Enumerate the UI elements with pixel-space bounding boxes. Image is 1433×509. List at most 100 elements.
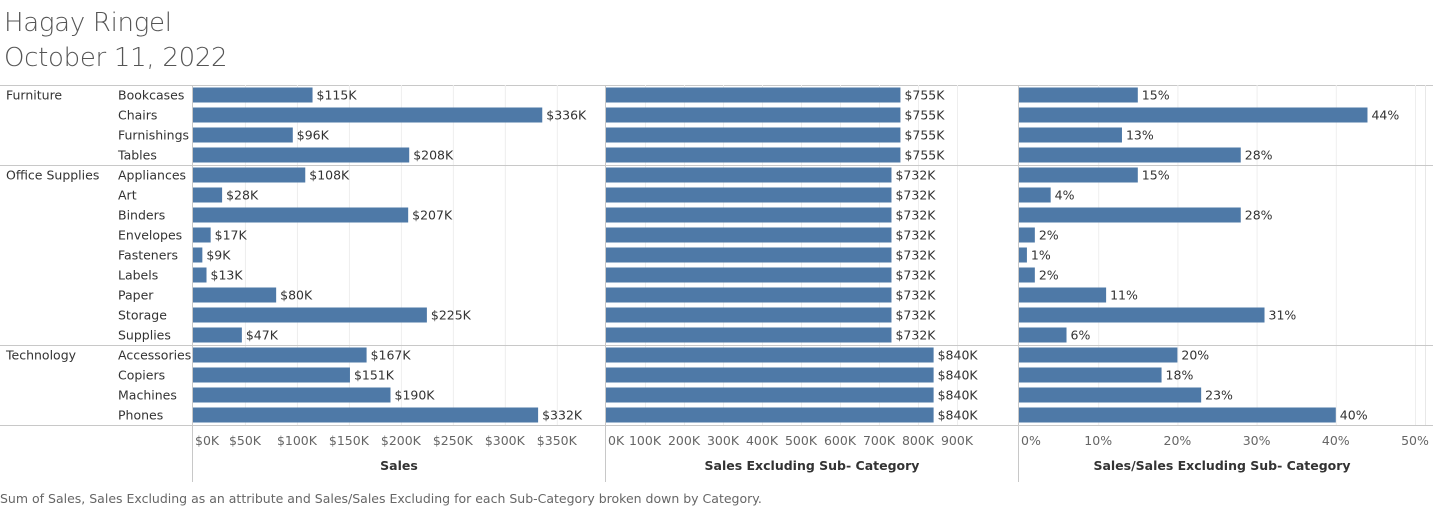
date-subtitle: October 11, 2022	[4, 43, 228, 73]
bar	[1019, 287, 1107, 303]
bar	[193, 107, 543, 123]
bar-value-label: $755K	[904, 88, 945, 103]
x-tick-label: 0K	[608, 433, 625, 448]
bar	[193, 267, 207, 283]
bar	[193, 367, 350, 383]
bar-value-label: 44%	[1371, 108, 1399, 123]
sub-category-label-phones: Phones	[118, 408, 163, 423]
bar	[606, 267, 892, 283]
bar-value-label: $190K	[395, 388, 436, 403]
x-tick-label: 700K	[863, 433, 896, 448]
bar-value-label: 28%	[1245, 148, 1273, 163]
sub-category-label-paper: Paper	[118, 288, 154, 303]
bar-value-label: $732K	[895, 228, 936, 243]
category-label-office-supplies: Office Supplies	[6, 168, 99, 183]
bar-value-label: $13K	[211, 268, 244, 283]
x-tick-label: $150K	[329, 433, 370, 448]
bar-value-label: $80K	[280, 288, 313, 303]
bar-value-label: $96K	[297, 128, 330, 143]
x-axis-title: Sales Excluding Sub- Category	[705, 458, 920, 473]
bar-value-label: 15%	[1142, 88, 1170, 103]
bar-value-label: $732K	[895, 288, 936, 303]
x-tick-label: $250K	[433, 433, 474, 448]
bar-value-label: $336K	[546, 108, 587, 123]
bar	[606, 247, 892, 263]
sub-category-label-chairs: Chairs	[118, 108, 157, 123]
bar	[1019, 167, 1138, 183]
bar-value-label: 2%	[1039, 228, 1059, 243]
x-tick-label: 800K	[902, 433, 935, 448]
bar	[1019, 127, 1122, 143]
bar	[1019, 147, 1241, 163]
bar-value-label: 4%	[1055, 188, 1075, 203]
x-tick-label: 0%	[1021, 433, 1041, 448]
bar	[193, 407, 539, 423]
bar	[1019, 327, 1067, 343]
sub-category-label-storage: Storage	[118, 308, 167, 323]
bar-value-label: 20%	[1181, 348, 1209, 363]
x-axis-title: Sales	[380, 458, 418, 473]
bar	[1019, 207, 1241, 223]
sub-category-label-tables: Tables	[117, 148, 157, 163]
bar	[606, 147, 901, 163]
bar-value-label: $755K	[904, 148, 945, 163]
sub-category-label-appliances: Appliances	[118, 168, 186, 183]
bar	[193, 127, 293, 143]
bar	[606, 107, 901, 123]
bar-value-label: $225K	[431, 308, 472, 323]
bar	[606, 187, 892, 203]
x-tick-label: 500K	[785, 433, 818, 448]
bar	[1019, 227, 1035, 243]
bar-value-label: $208K	[413, 148, 454, 163]
bar	[1019, 387, 1202, 403]
bar-value-label: $17K	[215, 228, 248, 243]
category-label-technology: Technology	[5, 348, 77, 363]
bar-value-label: $732K	[895, 268, 936, 283]
bar-value-label: $732K	[895, 328, 936, 343]
author-title: Hagay Ringel	[4, 8, 172, 38]
bar-value-label: 31%	[1269, 308, 1297, 323]
x-tick-label: 40%	[1322, 433, 1350, 448]
bar-value-label: $840K	[938, 388, 979, 403]
sub-category-label-accessories: Accessories	[118, 348, 191, 363]
bar	[193, 87, 313, 103]
sub-category-label-bookcases: Bookcases	[118, 88, 184, 103]
sub-category-label-copiers: Copiers	[118, 368, 165, 383]
category-label-furniture: Furniture	[6, 88, 62, 103]
bar	[193, 247, 203, 263]
bar	[1019, 347, 1178, 363]
x-tick-label: 10%	[1084, 433, 1112, 448]
bar	[606, 207, 892, 223]
bar-value-label: $9K	[206, 248, 231, 263]
bar	[606, 307, 892, 323]
sub-category-label-fasteners: Fasteners	[118, 248, 178, 263]
bar-value-label: $115K	[317, 88, 358, 103]
bar-value-label: 13%	[1126, 128, 1154, 143]
bar-value-label: 18%	[1166, 368, 1194, 383]
x-tick-label: 300K	[707, 433, 740, 448]
bar	[193, 147, 410, 163]
bar	[193, 287, 277, 303]
bar-value-label: 23%	[1205, 388, 1233, 403]
bar-value-label: $755K	[904, 128, 945, 143]
bar	[606, 327, 892, 343]
bar	[1019, 187, 1051, 203]
sub-category-label-binders: Binders	[118, 208, 165, 223]
bar-value-label: $732K	[895, 208, 936, 223]
bar-value-label: 40%	[1340, 408, 1368, 423]
bar-value-label: $840K	[938, 348, 979, 363]
bar	[606, 127, 901, 143]
bar	[1019, 307, 1265, 323]
x-tick-label: $200K	[381, 433, 422, 448]
bar-value-label: $732K	[895, 168, 936, 183]
x-axis-title: Sales/Sales Excluding Sub- Category	[1093, 458, 1350, 473]
bar-chart: Furniture Bookcases Chairs Furnishings Table…	[0, 85, 1433, 482]
bar-value-label: $840K	[938, 408, 979, 423]
bar	[606, 367, 934, 383]
bar	[193, 387, 391, 403]
bar-value-label: $732K	[895, 308, 936, 323]
bar-value-label: $167K	[371, 348, 412, 363]
bar	[1019, 267, 1035, 283]
bar	[606, 407, 934, 423]
bar	[193, 347, 367, 363]
